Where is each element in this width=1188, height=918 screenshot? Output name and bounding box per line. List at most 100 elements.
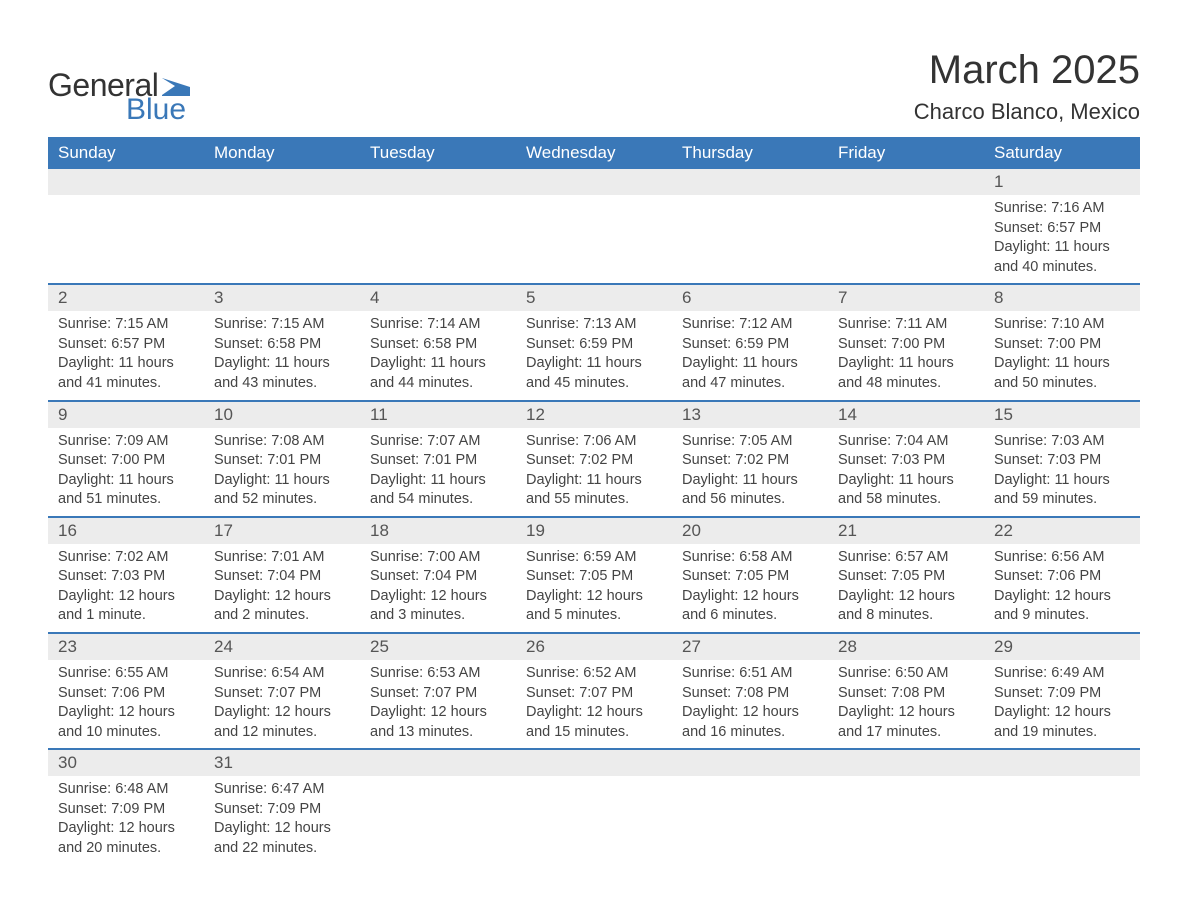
calendar-week-row: 1Sunrise: 7:16 AMSunset: 6:57 PMDaylight…	[48, 169, 1140, 284]
day-details	[672, 776, 828, 836]
daylight-line: and 20 minutes.	[58, 839, 194, 859]
day-number: 27	[672, 634, 828, 660]
daylight-line: Daylight: 12 hours	[526, 703, 662, 723]
daylight-line: Daylight: 11 hours	[838, 354, 974, 374]
daylight-line: Daylight: 11 hours	[526, 354, 662, 374]
day-number	[672, 750, 828, 776]
calendar-week-row: 2Sunrise: 7:15 AMSunset: 6:57 PMDaylight…	[48, 284, 1140, 400]
calendar-day-cell: 29Sunrise: 6:49 AMSunset: 7:09 PMDayligh…	[984, 633, 1140, 749]
day-number: 4	[360, 285, 516, 311]
calendar-header-row: Sunday Monday Tuesday Wednesday Thursday…	[48, 137, 1140, 169]
day-details: Sunrise: 6:59 AMSunset: 7:05 PMDaylight:…	[516, 544, 672, 632]
sunset-line: Sunset: 7:03 PM	[994, 451, 1130, 471]
daylight-line: Daylight: 12 hours	[526, 587, 662, 607]
day-number: 15	[984, 402, 1140, 428]
daylight-line: Daylight: 11 hours	[682, 471, 818, 491]
day-number: 10	[204, 402, 360, 428]
day-number: 28	[828, 634, 984, 660]
day-details: Sunrise: 7:09 AMSunset: 7:00 PMDaylight:…	[48, 428, 204, 516]
calendar-day-cell	[984, 749, 1140, 864]
day-number	[516, 169, 672, 195]
day-details: Sunrise: 7:01 AMSunset: 7:04 PMDaylight:…	[204, 544, 360, 632]
day-details: Sunrise: 7:06 AMSunset: 7:02 PMDaylight:…	[516, 428, 672, 516]
sunrise-line: Sunrise: 7:07 AM	[370, 432, 506, 452]
sunrise-line: Sunrise: 7:01 AM	[214, 548, 350, 568]
day-details: Sunrise: 7:05 AMSunset: 7:02 PMDaylight:…	[672, 428, 828, 516]
daylight-line: Daylight: 11 hours	[58, 354, 194, 374]
sunrise-line: Sunrise: 6:47 AM	[214, 780, 350, 800]
day-details	[360, 776, 516, 836]
daylight-line: and 55 minutes.	[526, 490, 662, 510]
calendar-day-cell: 31Sunrise: 6:47 AMSunset: 7:09 PMDayligh…	[204, 749, 360, 864]
daylight-line: and 51 minutes.	[58, 490, 194, 510]
calendar-day-cell: 10Sunrise: 7:08 AMSunset: 7:01 PMDayligh…	[204, 401, 360, 517]
calendar-day-cell	[672, 169, 828, 284]
calendar-day-cell: 15Sunrise: 7:03 AMSunset: 7:03 PMDayligh…	[984, 401, 1140, 517]
daylight-line: Daylight: 12 hours	[838, 703, 974, 723]
day-number: 24	[204, 634, 360, 660]
sunset-line: Sunset: 7:04 PM	[214, 567, 350, 587]
day-number: 18	[360, 518, 516, 544]
calendar-day-cell: 17Sunrise: 7:01 AMSunset: 7:04 PMDayligh…	[204, 517, 360, 633]
day-details: Sunrise: 7:14 AMSunset: 6:58 PMDaylight:…	[360, 311, 516, 399]
day-details: Sunrise: 7:07 AMSunset: 7:01 PMDaylight:…	[360, 428, 516, 516]
calendar-day-cell: 13Sunrise: 7:05 AMSunset: 7:02 PMDayligh…	[672, 401, 828, 517]
sunset-line: Sunset: 7:02 PM	[526, 451, 662, 471]
sunset-line: Sunset: 7:03 PM	[58, 567, 194, 587]
sunrise-line: Sunrise: 6:52 AM	[526, 664, 662, 684]
daylight-line: and 59 minutes.	[994, 490, 1130, 510]
col-tuesday: Tuesday	[360, 137, 516, 169]
daylight-line: and 19 minutes.	[994, 723, 1130, 743]
day-number: 5	[516, 285, 672, 311]
daylight-line: and 10 minutes.	[58, 723, 194, 743]
day-details	[828, 195, 984, 255]
calendar-day-cell	[48, 169, 204, 284]
daylight-line: Daylight: 11 hours	[370, 354, 506, 374]
sunrise-line: Sunrise: 6:51 AM	[682, 664, 818, 684]
col-friday: Friday	[828, 137, 984, 169]
sunrise-line: Sunrise: 6:53 AM	[370, 664, 506, 684]
day-details: Sunrise: 7:15 AMSunset: 6:58 PMDaylight:…	[204, 311, 360, 399]
day-details: Sunrise: 7:12 AMSunset: 6:59 PMDaylight:…	[672, 311, 828, 399]
daylight-line: Daylight: 12 hours	[58, 819, 194, 839]
daylight-line: and 3 minutes.	[370, 606, 506, 626]
calendar-day-cell: 7Sunrise: 7:11 AMSunset: 7:00 PMDaylight…	[828, 284, 984, 400]
daylight-line: Daylight: 11 hours	[526, 471, 662, 491]
daylight-line: and 47 minutes.	[682, 374, 818, 394]
calendar-day-cell: 3Sunrise: 7:15 AMSunset: 6:58 PMDaylight…	[204, 284, 360, 400]
daylight-line: Daylight: 12 hours	[58, 703, 194, 723]
daylight-line: Daylight: 12 hours	[994, 587, 1130, 607]
day-number: 23	[48, 634, 204, 660]
col-saturday: Saturday	[984, 137, 1140, 169]
calendar-week-row: 23Sunrise: 6:55 AMSunset: 7:06 PMDayligh…	[48, 633, 1140, 749]
header: General Blue March 2025 Charco Blanco, M…	[48, 48, 1140, 125]
sunrise-line: Sunrise: 7:14 AM	[370, 315, 506, 335]
daylight-line: and 1 minute.	[58, 606, 194, 626]
daylight-line: and 9 minutes.	[994, 606, 1130, 626]
sunrise-line: Sunrise: 6:55 AM	[58, 664, 194, 684]
sunset-line: Sunset: 7:07 PM	[526, 684, 662, 704]
day-number	[828, 750, 984, 776]
daylight-line: Daylight: 12 hours	[994, 703, 1130, 723]
day-details	[516, 195, 672, 255]
calendar-day-cell	[360, 169, 516, 284]
day-details: Sunrise: 6:54 AMSunset: 7:07 PMDaylight:…	[204, 660, 360, 748]
daylight-line: Daylight: 11 hours	[58, 471, 194, 491]
sunrise-line: Sunrise: 7:02 AM	[58, 548, 194, 568]
day-number: 30	[48, 750, 204, 776]
day-number	[984, 750, 1140, 776]
day-details: Sunrise: 6:53 AMSunset: 7:07 PMDaylight:…	[360, 660, 516, 748]
calendar-day-cell: 16Sunrise: 7:02 AMSunset: 7:03 PMDayligh…	[48, 517, 204, 633]
sunset-line: Sunset: 6:58 PM	[214, 335, 350, 355]
calendar-day-cell: 4Sunrise: 7:14 AMSunset: 6:58 PMDaylight…	[360, 284, 516, 400]
day-number: 17	[204, 518, 360, 544]
sunrise-line: Sunrise: 6:54 AM	[214, 664, 350, 684]
calendar-day-cell: 21Sunrise: 6:57 AMSunset: 7:05 PMDayligh…	[828, 517, 984, 633]
calendar-day-cell: 20Sunrise: 6:58 AMSunset: 7:05 PMDayligh…	[672, 517, 828, 633]
day-details	[360, 195, 516, 255]
sunset-line: Sunset: 7:01 PM	[370, 451, 506, 471]
daylight-line: and 48 minutes.	[838, 374, 974, 394]
sunrise-line: Sunrise: 7:03 AM	[994, 432, 1130, 452]
daylight-line: and 50 minutes.	[994, 374, 1130, 394]
daylight-line: and 43 minutes.	[214, 374, 350, 394]
